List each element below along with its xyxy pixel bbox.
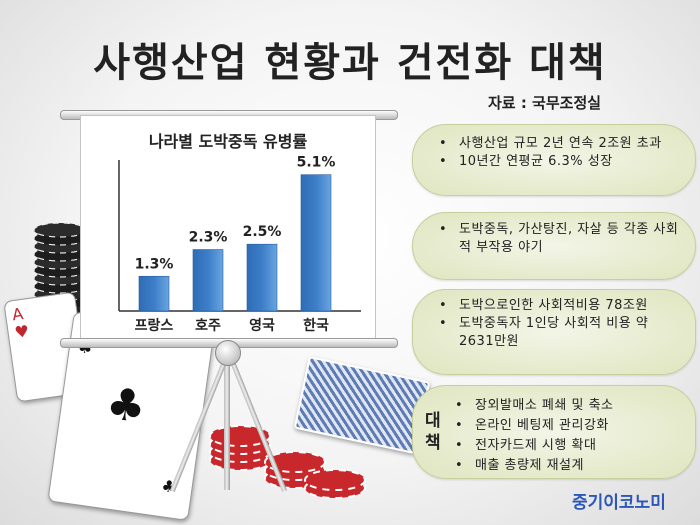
category-label-2: 호주 (195, 318, 221, 334)
list-item: 도박으로인한 사회적비용 78조원 (439, 297, 681, 315)
bar-3 (246, 243, 278, 312)
brand-logo: 중기이코노미 (572, 493, 666, 513)
list-item: 도박중독자 1인당 사회적 비용 약 2631만원 (439, 315, 681, 351)
data-label-3: 2.5% (243, 224, 282, 240)
list-item: 장외발매소 폐쇄 및 축소 (455, 396, 681, 416)
bar-2 (192, 249, 224, 312)
measures-label: 대책 (425, 411, 441, 453)
data-label-4: 5.1% (297, 155, 336, 171)
category-label-3: 영국 (249, 317, 275, 334)
info-panel-side-effects: 도박중독, 가산탕진, 자살 등 각종 사회적 부작용 야기 (412, 212, 696, 280)
list-item: 도박중독, 가산탕진, 자살 등 각종 사회적 부작용 야기 (439, 221, 681, 257)
bar-1 (138, 275, 170, 312)
list-item: 온라인 베팅제 관리강화 (455, 416, 681, 436)
data-label-2: 2.3% (189, 230, 228, 246)
category-label-1: 프랑스 (135, 318, 174, 334)
list-item: 10년간 연평균 6.3% 성장 (439, 153, 681, 171)
info-panel-measures: 대책 장외발매소 폐쇄 및 축소 온라인 베팅제 관리강화 전자카드제 시행 확… (412, 385, 696, 479)
list-item: 사행산업 규모 2년 연속 2조원 초과 (439, 135, 681, 153)
bar-4 (300, 174, 332, 312)
presentation-stand-icon (224, 340, 230, 490)
chart-title: 나라별 도박중독 유병률 (148, 132, 308, 151)
page-title: 사행산업 현황과 건전화 대책 (93, 40, 607, 86)
data-label-1: 1.3% (135, 256, 174, 272)
info-panel-social-cost: 도박으로인한 사회적비용 78조원 도박중독자 1인당 사회적 비용 약 263… (412, 289, 696, 375)
list-item: 매출 총량제 재설계 (455, 456, 681, 476)
source-note: 자료 : 국무조정실 (488, 94, 602, 112)
chart-board: 나라별 도박중독 유병률 1.3% 프랑스 2.3% 호주 2.5% 영국 5.1% 한국 (80, 115, 376, 344)
list-item: 전자카드제 시행 확대 (455, 436, 681, 456)
stand-knob (215, 340, 241, 366)
bar-chart: 1.3% 프랑스 2.3% 호주 2.5% 영국 5.1% 한국 (118, 155, 361, 334)
info-panel-industry-size: 사행산업 규모 2년 연속 2조원 초과 10년간 연평균 6.3% 성장 (412, 124, 696, 196)
category-label-4: 한국 (303, 318, 329, 334)
